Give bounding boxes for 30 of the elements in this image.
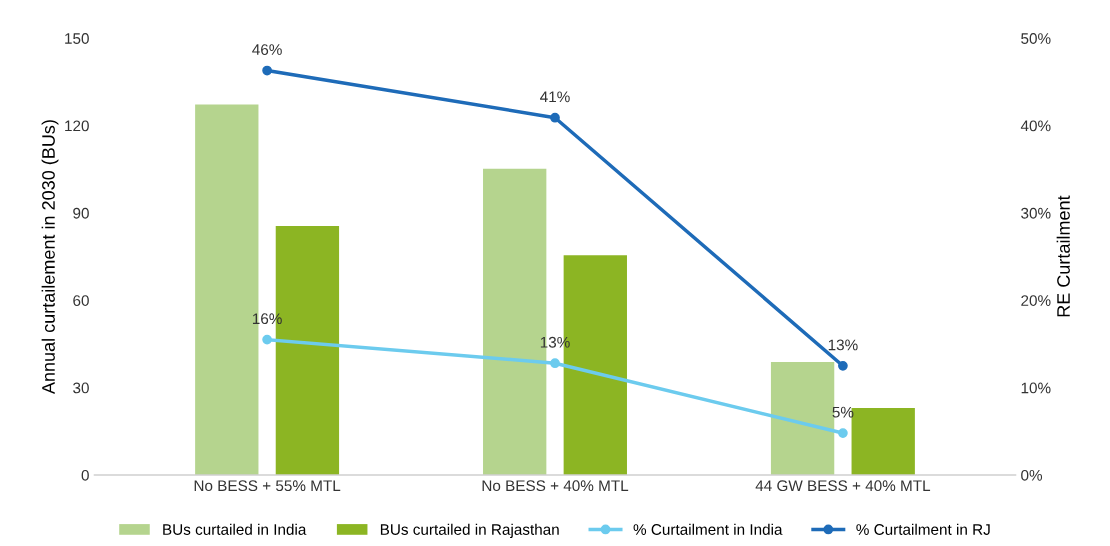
data-label: 41%: [540, 91, 570, 103]
y-tick-label: 60: [73, 295, 89, 306]
legend-label: % Curtailment in RJ: [856, 523, 990, 535]
x-tick-label: 44 GW BESS + 40% MTL: [755, 480, 931, 492]
y-tick-label: 90: [73, 207, 89, 219]
y2-tick-label: 20%: [1021, 295, 1051, 306]
legend-label: BUs curtailed in India: [163, 523, 307, 535]
x-tick-label: No BESS + 55% MTL: [194, 480, 341, 492]
point: [550, 112, 560, 123]
data-label: 13%: [828, 339, 858, 351]
x-tick-label: No BESS + 40% MTL: [482, 480, 629, 492]
y-tick-label: 150: [65, 33, 89, 44]
y2-tick-label: 30%: [1021, 207, 1051, 219]
y2-axis-title: RE Curtailment: [1056, 195, 1070, 317]
point: [838, 428, 848, 438]
y2-tick-label: 50%: [1021, 33, 1051, 44]
y2-tick-label: 40%: [1020, 120, 1051, 132]
legend-label: % Curtailment in India: [633, 523, 783, 535]
legend-label: BUs curtailed in Rajasthan: [380, 523, 559, 538]
y-tick-label: 120: [65, 120, 89, 132]
point: [838, 360, 848, 371]
y2-tick-label: 0%: [1021, 469, 1043, 481]
point: [262, 65, 272, 76]
data-label: 46%: [252, 44, 282, 56]
y2-tick-label: 10%: [1021, 382, 1051, 394]
point: [550, 358, 560, 369]
point: [262, 334, 272, 345]
y-tick-label: 30: [73, 382, 89, 394]
y-axis-title: Annual curtailement in 2030 (BUs): [41, 120, 59, 395]
y-tick-label: 0: [81, 469, 89, 481]
